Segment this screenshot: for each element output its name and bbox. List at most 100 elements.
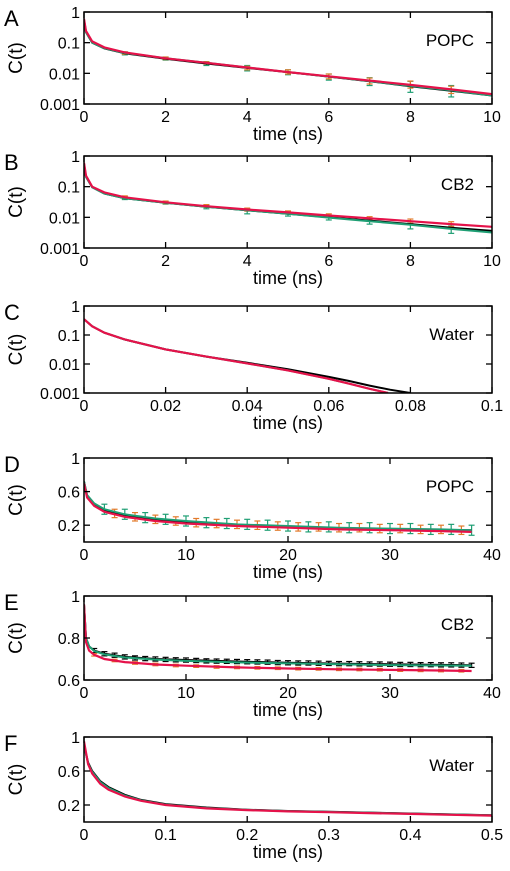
- x-tick-label: 4: [243, 253, 252, 270]
- plot-data: [84, 318, 411, 393]
- panel-annotation: CB2: [441, 175, 474, 194]
- panel-annotation: CB2: [441, 615, 474, 634]
- x-axis-label: time (ns): [253, 700, 323, 720]
- plot-data: [84, 481, 475, 536]
- x-tick-label: 0.06: [313, 398, 344, 415]
- panel-letter: F: [4, 731, 17, 756]
- x-tick-label: 0: [80, 827, 89, 844]
- series-line-2: [84, 482, 472, 533]
- y-tick-label: 0.01: [49, 210, 80, 227]
- panel-letter: A: [4, 6, 19, 31]
- series-line-2: [84, 162, 492, 228]
- x-axis-label: time (ns): [253, 268, 323, 288]
- error-bar-group-0: [101, 503, 475, 536]
- y-tick-label: 0.6: [58, 673, 80, 690]
- x-tick-label: 0.4: [399, 827, 421, 844]
- plot-frame: [83, 736, 493, 823]
- plot-frame: [83, 155, 493, 249]
- x-tick-label: 8: [406, 109, 415, 126]
- y-tick-label: 1: [71, 451, 80, 468]
- panel-annotation: POPC: [426, 31, 474, 50]
- x-tick-label: 8: [406, 253, 415, 270]
- plot-frame: [83, 305, 493, 394]
- x-axis-label: time (ns): [253, 124, 323, 144]
- panel-A: 0 2 4 6 8 10 0.001 0.01 0.1 1 A C(t) time (ns) POPC: [4, 5, 501, 144]
- x-tick-label: 20: [279, 547, 297, 564]
- y-tick-label: 0.01: [49, 66, 80, 83]
- x-tick-label: 0: [80, 398, 89, 415]
- series-line-2: [84, 318, 389, 393]
- x-tick-label: 10: [483, 253, 501, 270]
- series-line-0: [84, 318, 411, 393]
- y-axis-label: C(t): [6, 186, 27, 218]
- y-tick-label: 0.01: [49, 357, 80, 374]
- plot-data: [84, 162, 492, 234]
- x-axis-label: time (ns): [253, 562, 323, 582]
- x-tick-label: 0.04: [232, 398, 263, 415]
- y-axis-label: C(t): [6, 42, 27, 74]
- panel-E: 0 10 20 30 40 0.6 0.8 1 E C(t) time (ns) CB2: [4, 589, 501, 720]
- y-tick-label: 0.1: [58, 180, 80, 197]
- x-tick-label: 10: [483, 109, 501, 126]
- y-tick-label: 0.2: [58, 798, 80, 815]
- x-tick-label: 30: [381, 685, 399, 702]
- x-tick-label: 30: [381, 547, 399, 564]
- y-tick-label: 1: [71, 5, 80, 22]
- x-tick-label: 0: [80, 109, 89, 126]
- panel-letter: E: [4, 590, 19, 615]
- y-axis-label: C(t): [6, 334, 27, 366]
- y-tick-label: 1: [71, 149, 80, 166]
- x-tick-label: 20: [279, 685, 297, 702]
- panel-C: 0 0.02 0.04 0.06 0.08 0.1 0.001 0.01 0.1 1 C C(t) ti…: [4, 299, 503, 433]
- series-line-2: [84, 18, 492, 96]
- y-tick-label: 0.001: [40, 97, 80, 114]
- x-tick-label: 0.1: [154, 827, 176, 844]
- y-tick-label: 0.1: [58, 328, 80, 345]
- x-tick-label: 0.3: [318, 827, 340, 844]
- plot-data: [84, 604, 475, 673]
- x-tick-label: 0.2: [236, 827, 258, 844]
- panel-D: 0 10 20 30 40 0.2 0.6 1 D C(t) time (ns) POPC: [4, 451, 501, 582]
- x-tick-label: 6: [324, 253, 333, 270]
- panel-annotation: Water: [429, 756, 474, 775]
- series-line-1: [84, 604, 472, 667]
- x-axis-label: time (ns): [253, 413, 323, 433]
- x-tick-label: 10: [177, 685, 195, 702]
- panel-letter: D: [4, 452, 20, 477]
- panel-B: 0 2 4 6 8 10 0.001 0.01 0.1 1 B C(t) time (ns) CB2: [4, 149, 501, 288]
- x-tick-label: 0.5: [481, 827, 503, 844]
- y-tick-label: 1: [71, 589, 80, 606]
- x-tick-label: 0.1: [481, 398, 503, 415]
- panel-letter: B: [4, 150, 19, 175]
- error-bar-group-1: [121, 195, 455, 228]
- plot-data: [84, 741, 492, 817]
- y-tick-label: 0.6: [58, 485, 80, 502]
- x-tick-label: 40: [483, 685, 501, 702]
- plot-data: [84, 18, 492, 98]
- y-tick-label: 0.2: [58, 518, 80, 535]
- plot-frame: [83, 11, 493, 105]
- series-line-1: [84, 481, 472, 532]
- y-tick-label: 0.001: [40, 386, 80, 403]
- panel-annotation: Water: [429, 325, 474, 344]
- series-line-0: [84, 163, 492, 232]
- series-line-0: [84, 604, 472, 667]
- x-tick-label: 0.02: [150, 398, 181, 415]
- y-tick-label: 0.001: [40, 241, 80, 258]
- series-line-2: [84, 741, 492, 817]
- y-tick-label: 0.6: [58, 764, 80, 781]
- y-tick-label: 1: [71, 299, 80, 316]
- y-tick-label: 0.1: [58, 36, 80, 53]
- x-tick-label: 10: [177, 547, 195, 564]
- x-tick-label: 0.08: [395, 398, 426, 415]
- y-tick-label: 0.8: [58, 631, 80, 648]
- x-tick-label: 6: [324, 109, 333, 126]
- panel-annotation: POPC: [426, 477, 474, 496]
- x-tick-label: 40: [483, 547, 501, 564]
- panel-letter: C: [4, 300, 20, 325]
- series-line-2: [84, 604, 472, 673]
- y-axis-label: C(t): [6, 622, 27, 654]
- x-axis-label: time (ns): [253, 842, 323, 862]
- x-tick-label: 0: [80, 685, 89, 702]
